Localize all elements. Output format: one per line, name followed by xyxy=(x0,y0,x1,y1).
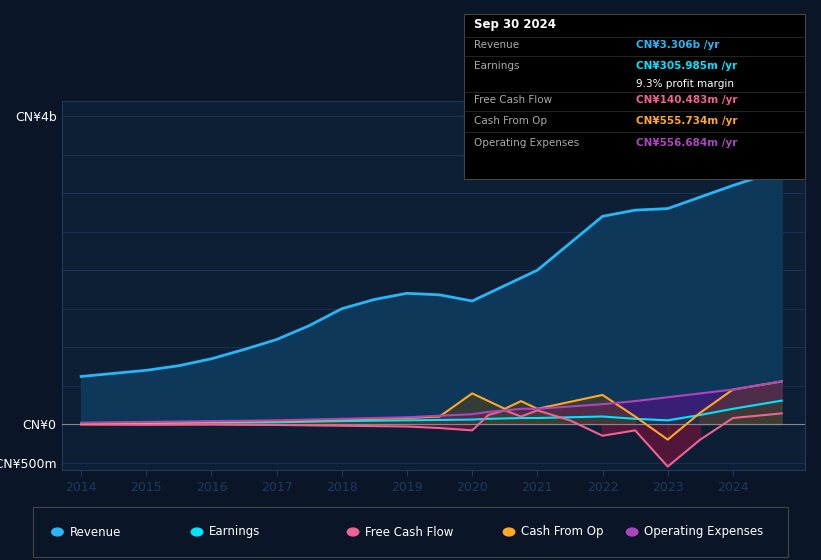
Text: Sep 30 2024: Sep 30 2024 xyxy=(474,18,556,31)
Text: CN¥140.483m /yr: CN¥140.483m /yr xyxy=(636,95,738,105)
Text: Free Cash Flow: Free Cash Flow xyxy=(365,525,454,539)
Text: Operating Expenses: Operating Expenses xyxy=(644,525,764,539)
Text: Earnings: Earnings xyxy=(209,525,261,539)
Text: 9.3% profit margin: 9.3% profit margin xyxy=(636,79,734,89)
Text: CN¥555.734m /yr: CN¥555.734m /yr xyxy=(636,116,738,127)
Text: Earnings: Earnings xyxy=(474,61,519,71)
Text: CN¥556.684m /yr: CN¥556.684m /yr xyxy=(636,138,737,148)
Text: Cash From Op: Cash From Op xyxy=(474,116,547,127)
Text: Revenue: Revenue xyxy=(70,525,122,539)
Text: Operating Expenses: Operating Expenses xyxy=(474,138,579,148)
Text: CN¥305.985m /yr: CN¥305.985m /yr xyxy=(636,61,737,71)
Text: CN¥3.306b /yr: CN¥3.306b /yr xyxy=(636,40,720,50)
Text: Cash From Op: Cash From Op xyxy=(521,525,603,539)
Text: Free Cash Flow: Free Cash Flow xyxy=(474,95,552,105)
Text: Revenue: Revenue xyxy=(474,40,519,50)
